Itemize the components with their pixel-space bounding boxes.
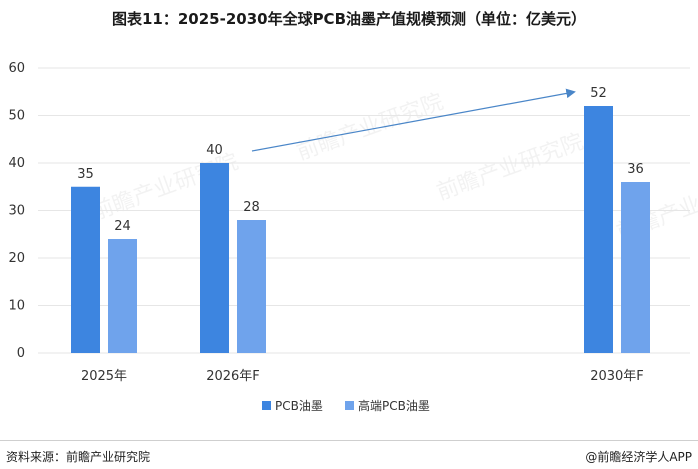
data-label: 35 [77,167,94,182]
y-tick-label: 40 [8,156,25,171]
chart-title: 图表11：2025-2030年全球PCB油墨产值规模预测（单位：亿美元） [0,8,698,29]
source-note: 资料来源：前瞻产业研究院 [6,448,150,465]
bar-high-end-pcb-ink [237,220,266,353]
data-label: 36 [627,162,644,177]
bar-pcb-ink [200,163,229,353]
y-tick-label: 60 [8,61,25,76]
legend-item-pcb-ink-swatch [262,401,271,410]
legend-item-high-end-pcb-ink-swatch [345,401,354,410]
bar-high-end-pcb-ink [108,239,137,353]
x-tick-label: 2025年 [81,369,127,384]
brand-credit: @前瞻经济学人APP [585,448,692,465]
bar-pcb-ink [584,106,613,353]
watermark-text: 前瞻产业研究院 [294,89,447,165]
data-label: 24 [114,219,131,234]
y-tick-label: 20 [8,251,25,266]
y-tick-label: 10 [8,299,25,314]
data-label: 40 [206,143,223,158]
legend-item-pcb-ink-label: PCB油墨 [275,399,323,413]
chart-area: 前瞻产业研究院 前瞻产业研究院 前瞻产业研究院 前瞻产业研究院 0 10 20 30 40 50 6… [0,40,698,440]
bar-chart: 前瞻产业研究院前瞻产业研究院前瞻产业研究院前瞻产业研究院010203040506… [0,40,698,440]
footer: 资料来源：前瞻产业研究院 @前瞻经济学人APP [0,440,698,469]
bar-high-end-pcb-ink [621,182,650,353]
data-label: 28 [243,200,260,215]
bar-pcb-ink [71,187,100,353]
y-tick-label: 0 [17,346,25,361]
watermark-text: 前瞻产业研究院 [434,129,587,205]
y-tick-label: 50 [8,109,25,124]
data-label: 52 [590,86,607,101]
x-tick-label: 2026年F [206,369,260,384]
y-tick-label: 30 [8,204,25,219]
x-tick-label: 2030年F [590,369,644,384]
legend-item-high-end-pcb-ink-label: 高端PCB油墨 [358,398,430,413]
